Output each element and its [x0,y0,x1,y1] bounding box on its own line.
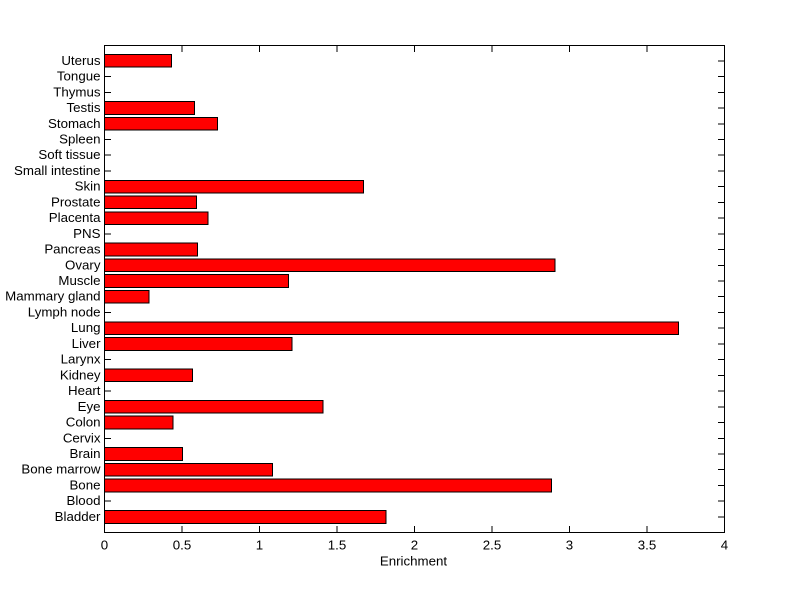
svg-text:PNS: PNS [73,226,100,241]
svg-text:0: 0 [101,538,108,553]
svg-text:Cervix: Cervix [63,430,101,445]
svg-text:Lymph node: Lymph node [28,304,101,319]
svg-text:3: 3 [566,538,573,553]
svg-text:4: 4 [721,538,728,553]
svg-text:Prostate: Prostate [51,194,101,209]
svg-text:Uterus: Uterus [61,53,101,68]
svg-text:Stomach: Stomach [48,116,100,131]
svg-text:Tongue: Tongue [57,69,101,84]
svg-text:Testis: Testis [67,100,101,115]
svg-text:Spleen: Spleen [59,131,100,146]
svg-text:Kidney: Kidney [60,367,101,382]
svg-text:2.5: 2.5 [483,538,502,553]
svg-text:Eye: Eye [78,399,101,414]
svg-text:Soft tissue: Soft tissue [38,147,100,162]
svg-text:Heart: Heart [68,383,101,398]
svg-text:Mammary gland: Mammary gland [5,289,100,304]
svg-text:Pancreas: Pancreas [44,242,101,257]
svg-text:Bladder: Bladder [55,509,101,524]
svg-text:Skin: Skin [75,179,101,194]
svg-text:3.5: 3.5 [638,538,657,553]
svg-text:Brain: Brain [69,446,100,461]
svg-text:Lung: Lung [71,320,101,335]
svg-text:1: 1 [256,538,263,553]
svg-text:Small intestine: Small intestine [14,163,100,178]
svg-text:Liver: Liver [72,336,101,351]
svg-text:2: 2 [411,538,418,553]
svg-text:Blood: Blood [66,493,100,508]
svg-text:1.5: 1.5 [328,538,347,553]
svg-text:Muscle: Muscle [58,273,100,288]
svg-text:0.5: 0.5 [173,538,192,553]
svg-text:Placenta: Placenta [49,210,101,225]
svg-text:Colon: Colon [66,415,101,430]
svg-text:Bone: Bone [69,477,100,492]
svg-text:Enrichment: Enrichment [380,554,448,569]
svg-text:Ovary: Ovary [65,257,101,272]
svg-text:Larynx: Larynx [61,352,101,367]
svg-text:Thymus: Thymus [53,84,101,99]
svg-text:Bone marrow: Bone marrow [21,462,100,477]
